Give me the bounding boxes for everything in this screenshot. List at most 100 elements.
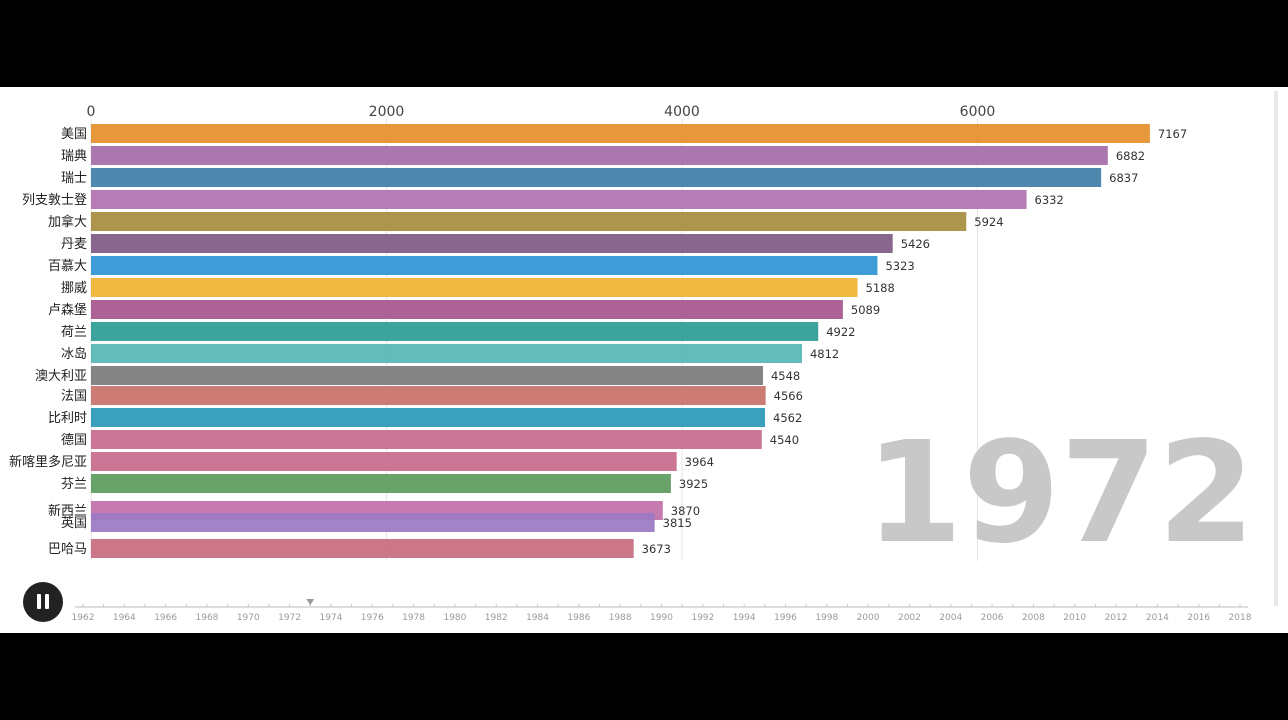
bar (91, 278, 858, 297)
value-label: 3815 (663, 516, 692, 530)
category-label: 百慕大 (48, 259, 87, 274)
timeline-year-label[interactable]: 1992 (691, 613, 714, 623)
bar (91, 322, 819, 341)
bar (91, 234, 893, 253)
timeline-year-label[interactable]: 1980 (443, 613, 466, 623)
timeline-year-label[interactable]: 1990 (650, 613, 673, 623)
timeline-year-label[interactable]: 1994 (733, 613, 756, 623)
bar (91, 146, 1108, 165)
value-label: 3964 (685, 455, 714, 469)
timeline-year-label[interactable]: 1970 (237, 613, 260, 623)
bar (91, 300, 843, 319)
timeline-year-label[interactable]: 1968 (196, 613, 219, 623)
value-label: 4562 (773, 411, 802, 425)
timeline-year-label[interactable]: 1982 (485, 613, 508, 623)
category-label: 瑞士 (61, 171, 87, 186)
timeline-year-label[interactable]: 2004 (939, 613, 962, 623)
x-tick-label: 2000 (369, 104, 405, 120)
value-label: 4812 (810, 347, 839, 361)
bar (91, 430, 762, 449)
x-tick-label: 4000 (664, 104, 700, 120)
value-label: 5188 (866, 281, 895, 295)
category-label: 冰岛 (61, 346, 87, 362)
timeline-year-label[interactable]: 2014 (1146, 613, 1169, 623)
category-label: 加拿大 (48, 214, 87, 230)
value-label: 5323 (885, 259, 914, 273)
category-label: 美国 (61, 127, 87, 142)
category-label: 新喀里多尼亚 (9, 454, 87, 470)
category-label: 丹麦 (61, 237, 87, 252)
timeline-year-label[interactable]: 2018 (1229, 613, 1252, 623)
timeline-year-label[interactable]: 2008 (1022, 613, 1045, 623)
bar (91, 256, 878, 275)
category-label: 法国 (61, 389, 87, 404)
bar-chart: 0 2000 4000 6000 1972 美国 7167 瑞典 6882 瑞士 6837 列支敦… (9, 104, 1255, 623)
bar (91, 168, 1102, 187)
value-label: 4922 (826, 325, 855, 339)
bar (91, 386, 766, 405)
category-label: 澳大利亚 (35, 368, 87, 384)
value-label: 4566 (774, 389, 803, 403)
category-label: 比利时 (48, 411, 87, 426)
timeline-year-label[interactable]: 1978 (402, 613, 425, 623)
value-label: 5426 (901, 237, 930, 251)
bar (91, 344, 802, 363)
timeline-year-label[interactable]: 1972 (278, 613, 301, 623)
category-label: 挪威 (61, 281, 87, 296)
bar (91, 539, 634, 558)
timeline-year-label[interactable]: 2010 (1063, 613, 1086, 623)
category-label: 列支敦士登 (22, 192, 87, 208)
timeline-year-label[interactable]: 1996 (774, 613, 797, 623)
timeline-year-label[interactable]: 2002 (898, 613, 921, 623)
value-label: 3870 (671, 504, 700, 518)
value-label: 7167 (1158, 127, 1187, 141)
category-label: 英国 (61, 516, 87, 531)
bar (91, 190, 1027, 209)
value-label: 3673 (642, 542, 671, 556)
category-label: 芬兰 (61, 477, 87, 492)
value-label: 3925 (679, 477, 708, 491)
category-label: 巴哈马 (48, 542, 87, 557)
timeline-marker[interactable] (306, 599, 315, 605)
timeline[interactable]: 1962 1964 1966 1968 1970 1972 1974 1976 1978 1980… (72, 599, 1252, 623)
bar (91, 124, 1150, 143)
timeline-year-label[interactable]: 2000 (857, 613, 880, 623)
timeline-year-label[interactable]: 2006 (981, 613, 1004, 623)
current-year-label: 1972 (865, 412, 1255, 575)
x-tick-label: 6000 (960, 104, 996, 120)
timeline-year-label[interactable]: 1998 (815, 613, 838, 623)
category-label: 瑞典 (61, 149, 87, 164)
category-label: 荷兰 (61, 325, 87, 340)
x-tick-label: 0 (87, 104, 96, 120)
bar (91, 366, 763, 385)
timeline-year-label[interactable]: 1986 (567, 613, 590, 623)
pause-button[interactable] (23, 582, 63, 622)
pause-icon (45, 594, 49, 609)
category-label: 卢森堡 (48, 302, 87, 318)
bar (91, 513, 655, 532)
timeline-year-label[interactable]: 2012 (1105, 613, 1128, 623)
timeline-year-label[interactable]: 1976 (361, 613, 384, 623)
timeline-year-label[interactable]: 1962 (72, 613, 95, 623)
pause-icon (37, 594, 41, 609)
bars: 美国 7167 瑞典 6882 瑞士 6837 列支敦士登 6332 加拿大 5924 丹麦 5426… (9, 124, 1187, 558)
value-label: 6882 (1116, 149, 1145, 163)
bar (91, 212, 967, 231)
scrollbar[interactable] (1274, 91, 1278, 606)
timeline-year-label[interactable]: 1966 (154, 613, 177, 623)
timeline-year-label[interactable]: 2016 (1187, 613, 1210, 623)
value-label: 6332 (1035, 193, 1064, 207)
value-label: 5089 (851, 303, 880, 317)
timeline-year-label[interactable]: 1964 (113, 613, 136, 623)
category-label: 新西兰 (48, 503, 87, 519)
timeline-year-label[interactable]: 1974 (319, 613, 342, 623)
timeline-year-label[interactable]: 1984 (526, 613, 549, 623)
value-label: 4540 (770, 433, 799, 447)
timeline-year-label[interactable]: 1988 (609, 613, 632, 623)
chart-stage: 0 2000 4000 6000 1972 美国 7167 瑞典 6882 瑞士 6837 列支敦… (0, 87, 1288, 633)
bar (91, 408, 766, 427)
value-label: 5924 (974, 215, 1003, 229)
value-label: 6837 (1109, 171, 1138, 185)
value-label: 4548 (771, 369, 800, 383)
bar (91, 452, 677, 471)
